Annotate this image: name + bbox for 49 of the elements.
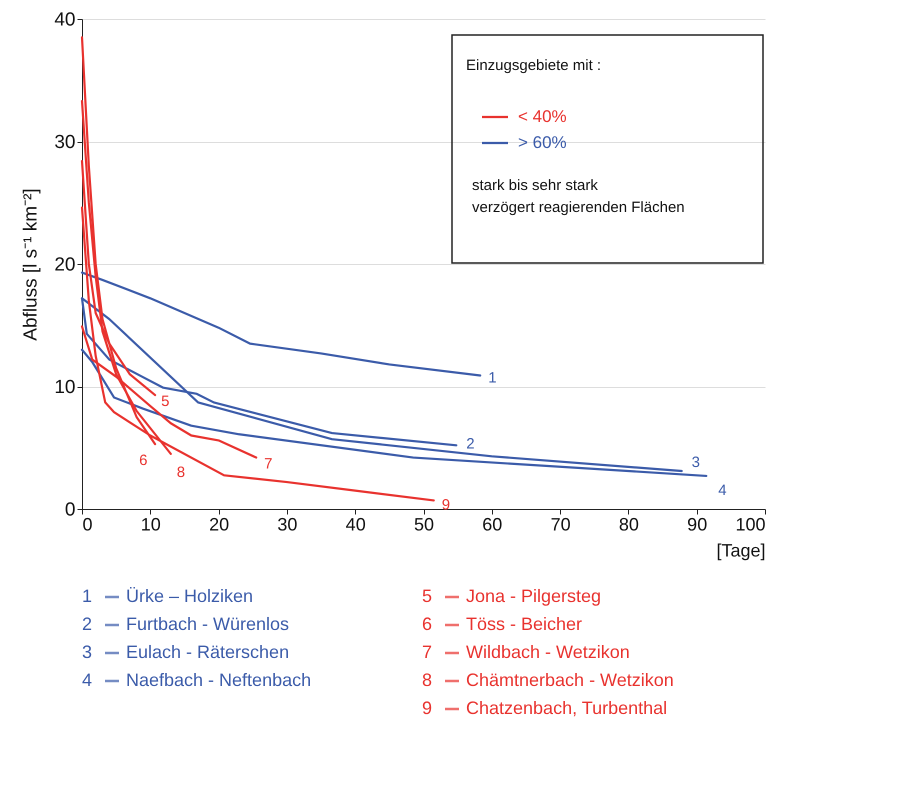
- text: 2: [82, 614, 92, 634]
- x-tick-label: 50: [414, 514, 434, 534]
- legend-label: Furtbach - Würenlos: [126, 614, 290, 634]
- x-tick-label: 90: [687, 514, 708, 534]
- annotation: stark bis sehr stark verzögert reagierenden Flächen: [472, 177, 685, 216]
- text: 1: [82, 586, 92, 606]
- legend-label: Jona - Pilgersteg: [466, 586, 602, 606]
- y-tick-label: 30: [54, 132, 76, 153]
- x-axis-title: [Tage]: [716, 540, 766, 560]
- legend-label: Eulach - Räterschen: [126, 642, 290, 662]
- x-tick-label: 60: [482, 514, 502, 534]
- text: 3: [82, 642, 92, 662]
- annotation: 1: [488, 369, 497, 386]
- annotation: 3: [692, 454, 700, 472]
- legend-title: Einzugsgebiete mit :: [466, 57, 602, 74]
- text: 9: [422, 698, 432, 718]
- legend-label: Ürke – Holziken: [126, 586, 254, 606]
- y-axis-title: Abfluss [l s⁻¹ km⁻²]: [20, 188, 42, 341]
- x-tick-label: 100: [735, 514, 766, 534]
- text: 7: [422, 642, 432, 662]
- text: 8: [422, 670, 432, 690]
- annotation: 4: [718, 482, 727, 499]
- y-tick-label: 40: [54, 10, 76, 30]
- x-tick-label: 10: [140, 514, 161, 534]
- x-tick-label: 0: [82, 514, 93, 534]
- x-tick-label: 30: [277, 514, 298, 534]
- x-tick-label: 70: [550, 514, 571, 534]
- annotation: 5: [161, 393, 170, 410]
- annotation: 2: [466, 435, 475, 452]
- legend-label: Naefbach - Neftenbach: [126, 670, 312, 690]
- legend-label: Chämtnerbach - Wetzikon: [466, 670, 674, 690]
- text: 4: [82, 670, 92, 690]
- annotation: 9: [442, 496, 450, 514]
- legend-label: Wildbach - Wetzikon: [466, 642, 630, 662]
- annotation: > 60%: [518, 133, 567, 152]
- annotation: < 40%: [518, 107, 567, 126]
- annotation: 7: [264, 456, 273, 473]
- x-tick-label: 80: [618, 514, 639, 534]
- x-tick-label: 40: [346, 514, 366, 534]
- annotation: 8: [176, 464, 186, 481]
- annotation: 6: [139, 452, 148, 470]
- text: 5: [422, 586, 432, 606]
- legend-label: Töss - Beicher: [466, 614, 582, 634]
- y-tick-label: 0: [64, 500, 76, 520]
- y-tick-label: 10: [54, 377, 76, 398]
- y-tick-label: 20: [54, 254, 76, 276]
- legend-label: Chatzenbach, Turbenthal: [466, 698, 668, 718]
- text: 6: [422, 614, 432, 634]
- x-tick-label: 20: [209, 514, 230, 534]
